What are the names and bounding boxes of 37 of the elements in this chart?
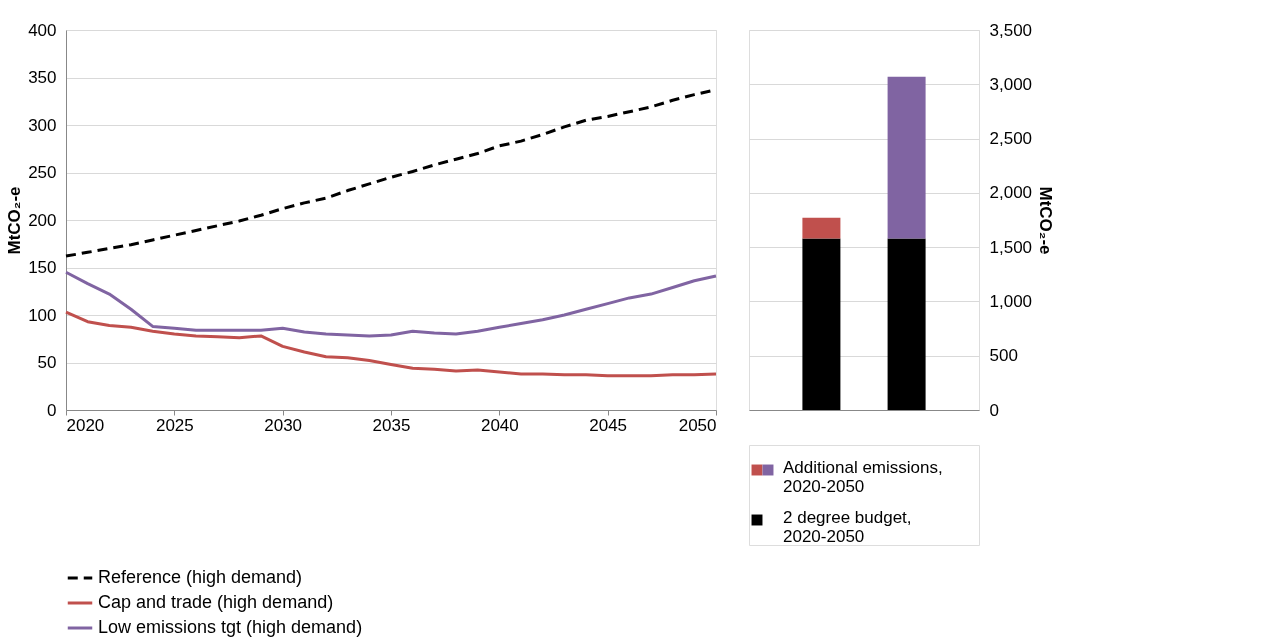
y-tick-label: 100	[28, 305, 57, 325]
legend-label: Additional emissions, 2020-2050	[783, 458, 943, 496]
y-axis-title: MtCO₂-e	[1036, 186, 1056, 255]
legend-label: Cap and trade (high demand)	[98, 592, 334, 612]
legend-label: Reference (high demand)	[98, 567, 303, 587]
y-tick-label: 500	[989, 346, 1018, 366]
y-axis-title: MtCO₂-e	[5, 186, 25, 255]
y-tick-label: 2,000	[989, 183, 1033, 203]
x-tick-label: 2030	[264, 415, 303, 435]
x-tick-label: 2020	[66, 415, 105, 435]
line-series	[64, 310, 718, 378]
y-tick-label: 1,000	[989, 291, 1033, 311]
bar	[887, 238, 926, 410]
bar	[802, 217, 841, 239]
bar	[802, 238, 841, 410]
y-tick-label: 350	[28, 68, 57, 87]
y-tick-label: 1,500	[989, 237, 1033, 257]
y-tick-label: 3,500	[989, 20, 1033, 40]
x-tick-label: 2025	[155, 415, 194, 435]
x-tick-label: 2035	[372, 415, 411, 435]
x-tick-label: 2050	[678, 415, 717, 435]
x-tick-label: 2045	[589, 415, 628, 435]
bar	[887, 76, 926, 239]
y-tick-label: 3,000	[989, 74, 1033, 94]
y-tick-label: 250	[28, 163, 57, 182]
y-tick-label: 200	[28, 210, 57, 230]
y-tick-label: 2,500	[989, 129, 1033, 149]
y-tick-label: 0	[989, 400, 999, 420]
y-tick-label: 150	[28, 258, 57, 277]
y-tick-label: 0	[47, 400, 57, 420]
line-series	[64, 270, 718, 338]
x-tick-label: 2040	[480, 415, 519, 435]
legend-label: Low emissions tgt (high demand)	[98, 617, 363, 637]
y-tick-label: 400	[28, 20, 57, 40]
legend-label: 2 degree budget, 2020-2050	[783, 508, 912, 546]
y-tick-label: 50	[37, 353, 57, 372]
y-tick-label: 300	[28, 115, 57, 135]
